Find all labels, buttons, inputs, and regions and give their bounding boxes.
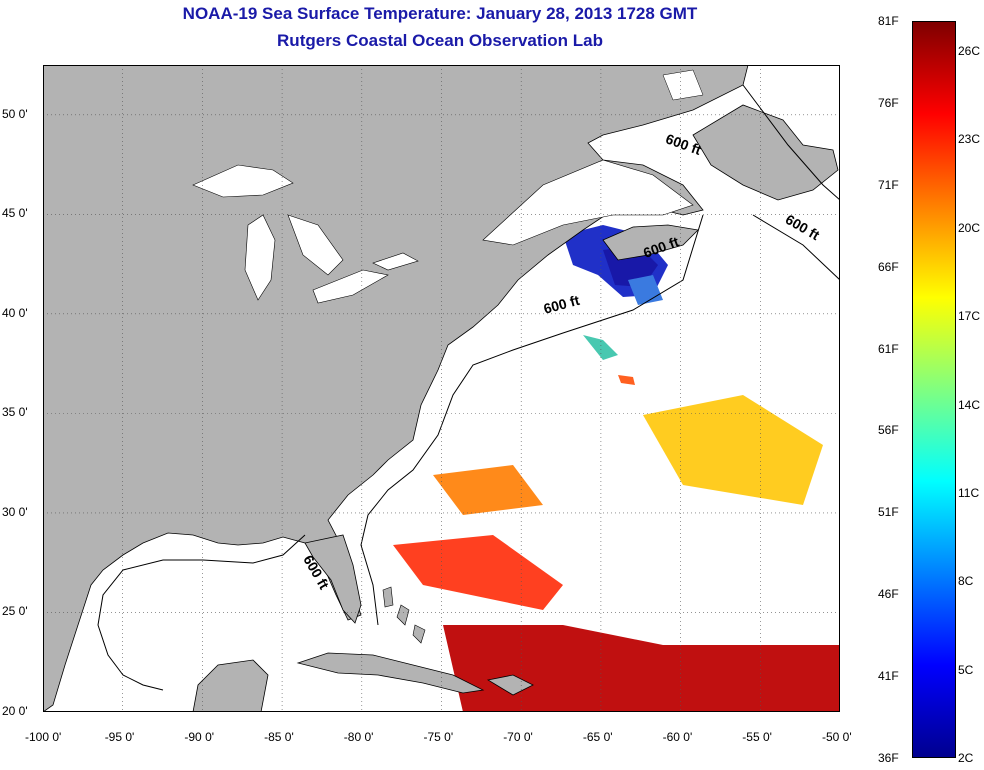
lon-tick-label: -70 0': [503, 730, 533, 744]
colorbar-fahrenheit-label: 66F: [878, 259, 899, 274]
colorbar-fahrenheit-label: 56F: [878, 423, 899, 438]
lat-tick-label: 30 0': [2, 504, 28, 519]
lat-tick-label: 25 0': [2, 604, 28, 619]
lat-tick-label: 45 0': [2, 206, 28, 221]
sst-map: 600 ft 600 ft 600 ft 600 ft 600 ft: [43, 65, 840, 712]
land-florida: [304, 534, 362, 624]
colorbar-celsius-label: 2C: [958, 751, 974, 765]
colorbar-fahrenheit-label: 81F: [878, 14, 899, 28]
lat-tick-label: 35 0': [2, 405, 28, 420]
colorbar-fahrenheit-label: 51F: [878, 505, 899, 520]
colorbar-fahrenheit-label: 61F: [878, 341, 899, 356]
lon-tick-label: -95 0': [104, 730, 135, 744]
land-nova-scotia: [602, 224, 699, 261]
lat-tick-label: 50 0': [2, 106, 28, 121]
colorbar-fahrenheit-label: 76F: [878, 95, 899, 110]
colorbar-celsius-label: 11C: [958, 485, 980, 500]
gulf-stream-warm-patches: [393, 395, 840, 712]
lon-tick-label: -85 0': [264, 730, 294, 744]
lon-tick-label: -50 0': [822, 730, 852, 744]
lon-tick-label: -100 0': [25, 730, 62, 744]
land-cuba: [296, 652, 534, 696]
lon-tick-label: -65 0': [582, 730, 613, 744]
temperature-colorbar: [912, 21, 956, 758]
lat-tick-label: 20 0': [2, 704, 28, 718]
colorbar-celsius-label: 26C: [958, 44, 981, 58]
lon-tick-label: -90 0': [184, 730, 215, 744]
colorbar-celsius-label: 17C: [958, 309, 981, 324]
map-frame: [43, 65, 840, 712]
land-bahamas: [382, 586, 426, 644]
lon-tick-label: -80 0': [343, 730, 374, 744]
colorbar-celsius-label: 20C: [958, 220, 981, 235]
colorbar-celsius-label: 8C: [958, 574, 974, 589]
colorbar-celsius-label: 23C: [958, 132, 981, 147]
sst-data-field: [393, 285, 840, 712]
map-title: NOAA-19 Sea Surface Temperature: January…: [182, 4, 698, 23]
lat-tick-label: 40 0': [2, 305, 28, 320]
colorbar-fahrenheit-label: 46F: [878, 587, 899, 602]
colorbar-fahrenheit-label: 36F: [878, 751, 899, 765]
lon-tick-label: -60 0': [662, 730, 693, 744]
land-yucatan: [192, 659, 269, 712]
bathymetry-contour-600ft: [97, 84, 840, 691]
land-north-america: [43, 65, 749, 712]
lon-tick-label: -75 0': [423, 730, 454, 744]
colorbar-fahrenheit-label: 41F: [878, 669, 899, 684]
lon-tick-label: -55 0': [742, 730, 772, 744]
map-subtitle: Rutgers Coastal Ocean Observation Lab: [277, 31, 603, 50]
graticule: [43, 65, 840, 712]
colorbar-celsius-label: 14C: [958, 397, 981, 412]
colorbar-celsius-label: 5C: [958, 662, 974, 677]
colorbar-fahrenheit-label: 71F: [878, 177, 899, 192]
land-newfoundland: [692, 104, 839, 201]
